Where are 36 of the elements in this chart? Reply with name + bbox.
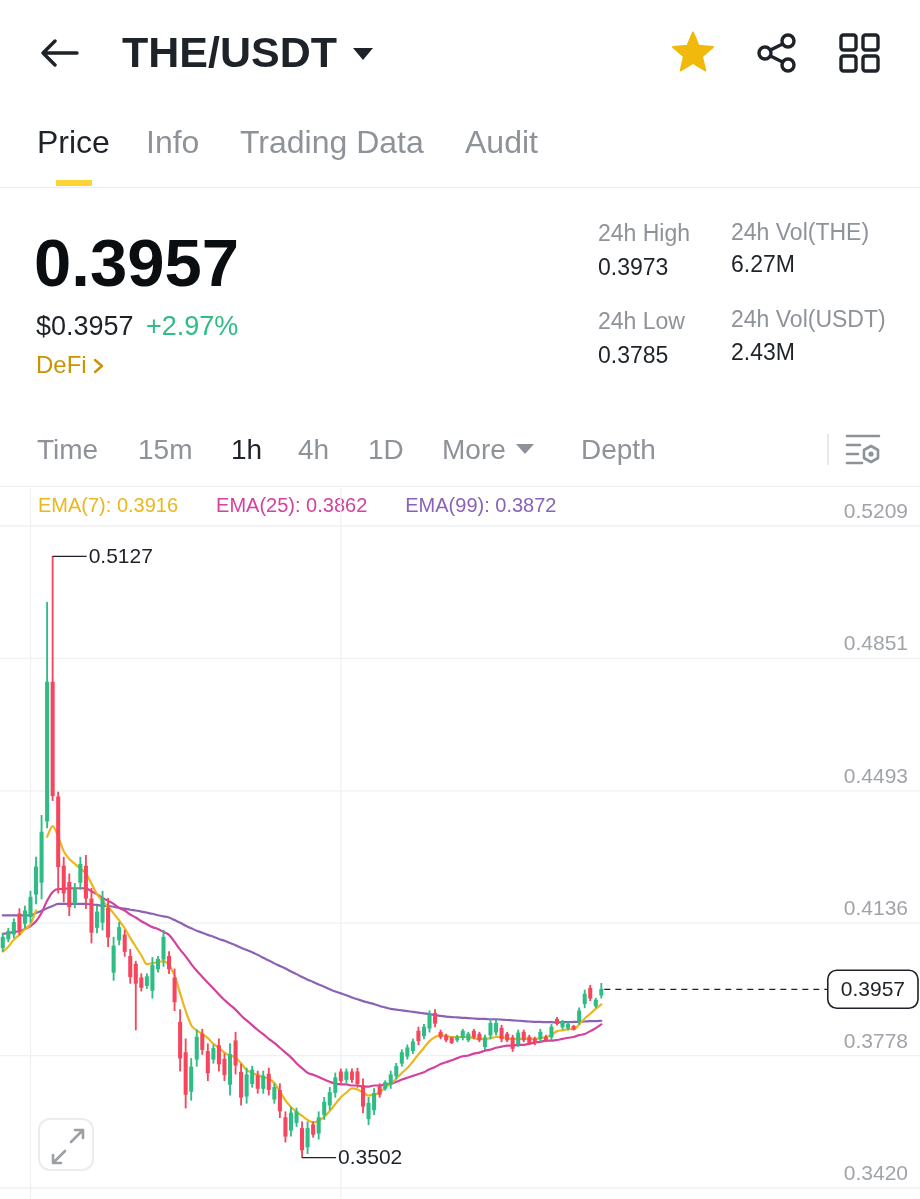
text: DeFi [36,351,87,378]
text: +2.97% [146,311,239,341]
text: EMA(25): 0.3862 [216,493,368,516]
text: 4h [298,434,330,465]
text: Audit [465,124,538,160]
text: 0.3957 [34,225,239,300]
y-tick-label: 0.3778 [843,1028,908,1052]
text: 2.43M [731,339,795,365]
text: Depth [581,434,656,465]
text: 24h Low [598,308,685,334]
text: 15m [138,434,193,465]
y-tick-label: 0.4493 [843,763,908,787]
text: Trading Data [240,124,424,160]
text: 24h Vol(THE) [731,219,870,245]
text: 1h [231,434,263,465]
text: 6.27M [731,251,795,277]
y-tick-label: 0.4851 [843,631,908,655]
y-tick-label: 0.3420 [843,1161,908,1184]
text: Info [146,124,200,160]
y-tick-label: 0.5209 [843,499,908,522]
text: Price [37,124,110,160]
text: 24h Vol(USDT) [731,306,886,332]
annotation: 0.5127 [88,544,153,568]
text: Time [37,434,99,465]
text: More [442,434,506,465]
chart-title: THE/USDT [122,28,337,76]
text: EMA(99): 0.3872 [405,493,557,516]
text: 24h High [598,220,691,246]
text: $0.3957 [36,311,134,341]
text: EMA(7): 0.3916 [38,493,179,516]
text: 0.3785 [598,342,669,368]
annotation: 0.3502 [338,1145,403,1169]
annotation: 0.3957 [840,977,905,1001]
y-tick-label: 0.4136 [843,896,908,920]
text: 0.3973 [598,254,669,280]
text: 1D [368,434,404,465]
